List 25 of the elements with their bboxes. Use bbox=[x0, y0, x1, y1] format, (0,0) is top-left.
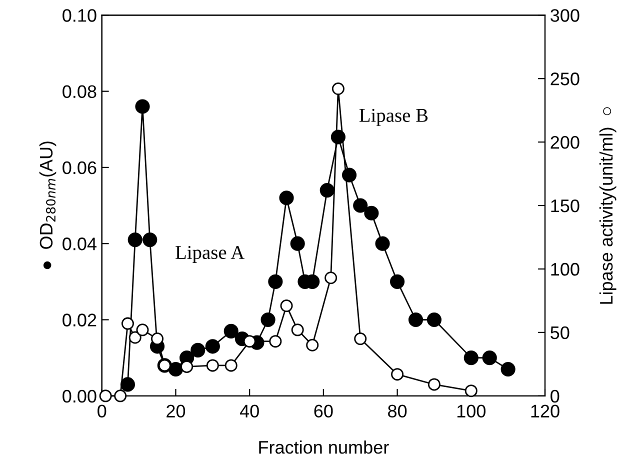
x-tick-label: 0 bbox=[98, 404, 106, 418]
x-tick-label: 120 bbox=[531, 404, 560, 418]
x-axis-title: Fraction number bbox=[259, 440, 389, 454]
x-tick-label: 80 bbox=[388, 404, 407, 418]
x-tick-label: 20 bbox=[166, 404, 186, 418]
annotation: Lipase B bbox=[359, 108, 428, 126]
y-tick-label: 0.00 bbox=[62, 390, 96, 403]
x-tick-label: 40 bbox=[240, 404, 259, 418]
y-tick-label: 0.02 bbox=[62, 314, 96, 326]
y2-tick-label: 50 bbox=[550, 326, 570, 340]
y2-tick-label: 100 bbox=[551, 262, 580, 276]
y2-tick-label: 200 bbox=[550, 136, 580, 149]
x-tick-label: 60 bbox=[314, 404, 333, 418]
y-tick-label: 0.10 bbox=[62, 9, 96, 22]
y2-tick-label: 250 bbox=[550, 72, 580, 86]
y2-axis-title: Lipase activity(unit/ml) ○ bbox=[599, 107, 616, 304]
y-tick-label: 0.06 bbox=[62, 161, 96, 174]
y2-tick-label: 0 bbox=[550, 390, 560, 403]
y2-tick-label: 150 bbox=[551, 199, 580, 212]
annotation: Lipase A bbox=[176, 246, 245, 263]
x-tick-label: 100 bbox=[457, 404, 486, 418]
y-axis-title: ● OD$_{280nm}$(AU) bbox=[39, 142, 56, 270]
y-tick-label: 0.08 bbox=[62, 85, 96, 98]
y-tick-label: 0.04 bbox=[62, 238, 96, 250]
y2-tick-label: 300 bbox=[550, 9, 580, 22]
